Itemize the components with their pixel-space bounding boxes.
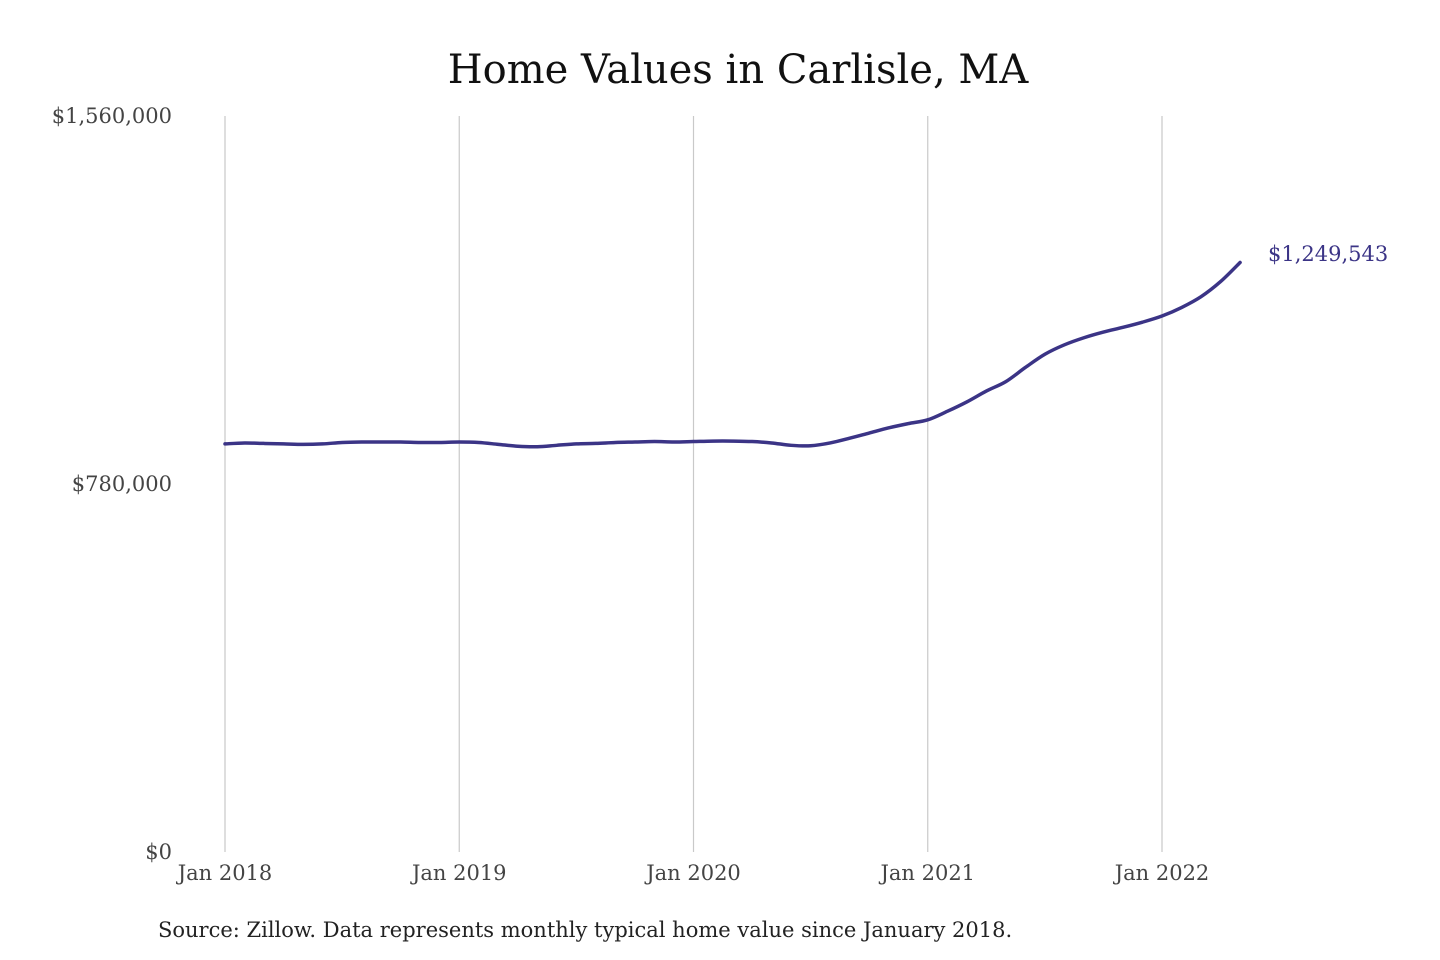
x-tick-label: Jan 2021 <box>878 861 975 885</box>
y-tick-label: $780,000 <box>72 472 172 496</box>
series-group: $1,249,543 <box>223 242 1388 449</box>
source-note: Source: Zillow. Data represents monthly … <box>158 918 1012 942</box>
x-tick-label: Jan 2022 <box>1113 861 1210 885</box>
x-tick-label: Jan 2018 <box>176 861 273 885</box>
x-tick-label: Jan 2020 <box>644 861 741 885</box>
y-tick-label: $1,560,000 <box>52 104 172 128</box>
x-axis-ticks: Jan 2018 Jan 2019 Jan 2020 Jan 2021 Jan 2022 <box>176 861 1210 885</box>
vertical-grid <box>224 116 1163 852</box>
y-tick-label: $0 <box>145 840 172 864</box>
x-tick-label: Jan 2019 <box>410 861 507 885</box>
y-axis-ticks: $0 $780,000 $1,560,000 <box>52 104 172 864</box>
series-line <box>223 260 1242 449</box>
chart-title: Home Values in Carlisle, MA <box>448 47 1030 93</box>
end-value-label: $1,249,543 <box>1268 242 1388 266</box>
